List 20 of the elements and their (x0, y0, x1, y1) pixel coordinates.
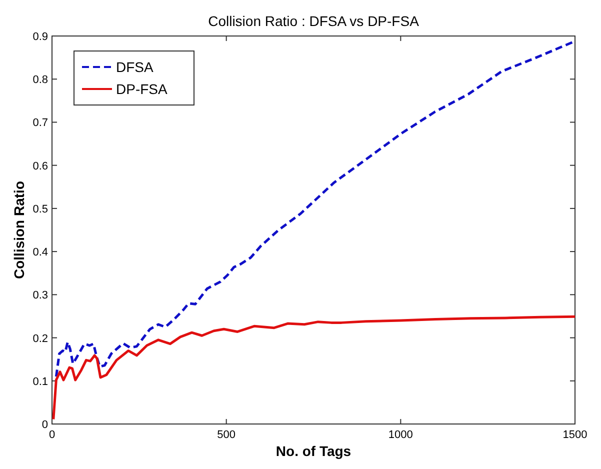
y-axis-title: Collision Ratio (11, 181, 27, 279)
y-tick-label: 0.2 (32, 332, 48, 345)
x-tick-label: 0 (48, 429, 56, 441)
legend-label: DP-FSA (116, 81, 168, 97)
x-axis-title: No. of Tags (276, 443, 352, 459)
y-tick-label: 0.1 (32, 376, 48, 388)
y-tick-label: 0.7 (32, 117, 48, 130)
y-tick-label: 0.8 (32, 74, 48, 86)
x-tick-label: 1500 (562, 429, 588, 441)
line-series (52, 315, 576, 421)
y-tick-label: 0.9 (32, 31, 48, 43)
legend-label: DFSA (116, 59, 154, 75)
y-tick-label: 0.6 (32, 160, 48, 172)
x-tick-label: 1000 (388, 429, 413, 441)
y-tick-label: 0 (42, 419, 48, 431)
y-tick-label: 0.4 (32, 246, 48, 259)
y-tick-label: 0.5 (32, 203, 48, 216)
chart-title: Collision Ratio : DFSA vs DP-FSA (208, 13, 420, 29)
y-tick-label: 0.3 (32, 290, 48, 302)
x-tick-label: 500 (217, 429, 236, 441)
